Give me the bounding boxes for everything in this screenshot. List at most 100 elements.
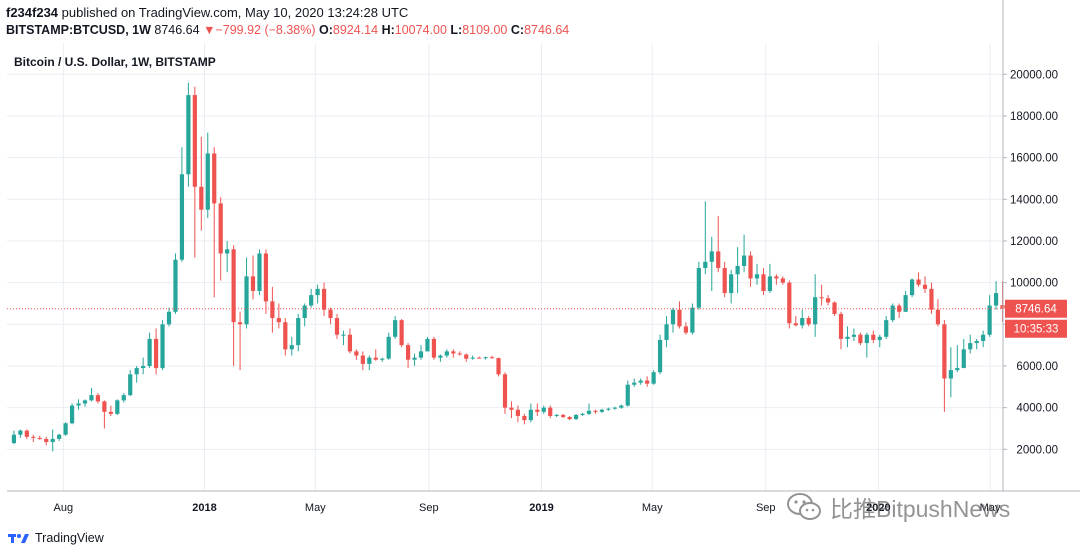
candle-body xyxy=(509,407,514,410)
candle xyxy=(884,315,889,339)
candle xyxy=(166,307,172,327)
candle-body xyxy=(515,409,521,416)
candle-body xyxy=(638,380,643,383)
candle-body xyxy=(341,334,346,336)
candle-body xyxy=(871,334,876,340)
candle xyxy=(147,332,152,369)
close-label: C: xyxy=(510,23,525,37)
candle xyxy=(567,415,572,421)
axes xyxy=(7,0,1080,492)
candle xyxy=(548,405,553,419)
down-arrow-icon: ▼ xyxy=(203,23,216,37)
candle-body xyxy=(774,276,779,279)
open-value: 8924.14 xyxy=(332,23,379,37)
candle xyxy=(153,328,159,375)
candle-body xyxy=(367,357,372,364)
candle-body xyxy=(431,338,437,358)
candle xyxy=(24,429,29,439)
x-tick-label: 2018 xyxy=(192,502,216,514)
candle-body xyxy=(489,357,495,359)
candle-body xyxy=(845,336,850,339)
candle xyxy=(115,399,120,415)
symbol-label: BITSTAMP:BTCUSD, 1W xyxy=(6,23,151,37)
candle xyxy=(63,422,68,436)
candle-body xyxy=(864,334,869,344)
publish-text: published on TradingView.com, May 10, 20… xyxy=(61,5,409,20)
candle-body xyxy=(328,309,333,319)
candle xyxy=(522,413,527,425)
candle-body xyxy=(832,302,837,314)
candle-body xyxy=(231,249,236,323)
candle xyxy=(341,330,346,346)
candle xyxy=(496,357,501,377)
candle-body xyxy=(134,368,139,375)
candle xyxy=(916,272,921,287)
candle xyxy=(593,409,598,414)
candle-body xyxy=(502,374,508,408)
candle-body xyxy=(276,318,281,323)
candle xyxy=(121,393,126,403)
candle-body xyxy=(561,414,566,418)
candle xyxy=(141,357,146,375)
candle xyxy=(438,354,443,362)
candle xyxy=(528,403,533,423)
candle-body xyxy=(166,311,172,325)
candle xyxy=(981,330,986,348)
candle xyxy=(425,336,430,352)
candle xyxy=(993,281,999,310)
candle-body xyxy=(44,438,49,443)
candle-body xyxy=(748,255,753,279)
candle xyxy=(645,376,650,387)
candle-body xyxy=(780,278,785,283)
candle-body xyxy=(754,274,760,279)
candle xyxy=(774,274,779,285)
candle-body xyxy=(57,434,62,439)
candles xyxy=(11,82,1005,452)
candle xyxy=(296,313,301,352)
candle xyxy=(716,215,721,273)
candle-body xyxy=(418,351,424,358)
candle xyxy=(412,353,417,366)
candle xyxy=(179,147,185,262)
candle-body xyxy=(735,265,740,275)
candle-body xyxy=(554,414,559,416)
candle-body xyxy=(716,251,721,269)
candle xyxy=(838,311,844,350)
candle xyxy=(580,412,585,416)
candle xyxy=(793,315,798,327)
footer: TradingView xyxy=(8,531,104,545)
candle xyxy=(37,435,42,440)
candle-body xyxy=(729,274,734,294)
candle xyxy=(586,403,592,415)
candle xyxy=(237,311,243,371)
candle xyxy=(134,365,139,383)
candle xyxy=(386,332,391,360)
candle xyxy=(50,429,55,452)
last-price-badge xyxy=(1005,299,1067,318)
y-tick-label: 12000.00 xyxy=(1010,236,1058,248)
candle xyxy=(832,301,837,316)
chart-title: Bitcoin / U.S. Dollar, 1W, BITSTAMP xyxy=(14,55,216,69)
y-axis-ticks[interactable]: 2000.004000.006000.008000.0010000.001200… xyxy=(1003,69,1058,456)
candle-body xyxy=(225,249,230,254)
candle xyxy=(477,356,482,359)
x-axis-ticks[interactable]: Aug 2018 May Sep 2019 May Sep 2020 May xyxy=(54,502,1001,514)
candle xyxy=(231,245,236,366)
candle-body xyxy=(354,351,359,356)
candle-body xyxy=(838,313,844,339)
candle-body xyxy=(651,372,656,384)
candle-body xyxy=(315,288,320,296)
candle xyxy=(82,399,88,407)
x-tick-label: May xyxy=(980,502,1001,514)
candle xyxy=(606,407,611,411)
candle-body xyxy=(935,309,941,325)
candle xyxy=(677,301,682,329)
candle-body xyxy=(425,338,430,352)
candle xyxy=(761,268,766,296)
candle-body xyxy=(793,323,798,326)
candle-body xyxy=(903,295,908,312)
candle xyxy=(632,378,637,387)
candle-body xyxy=(741,255,747,266)
candle-body xyxy=(722,268,727,294)
